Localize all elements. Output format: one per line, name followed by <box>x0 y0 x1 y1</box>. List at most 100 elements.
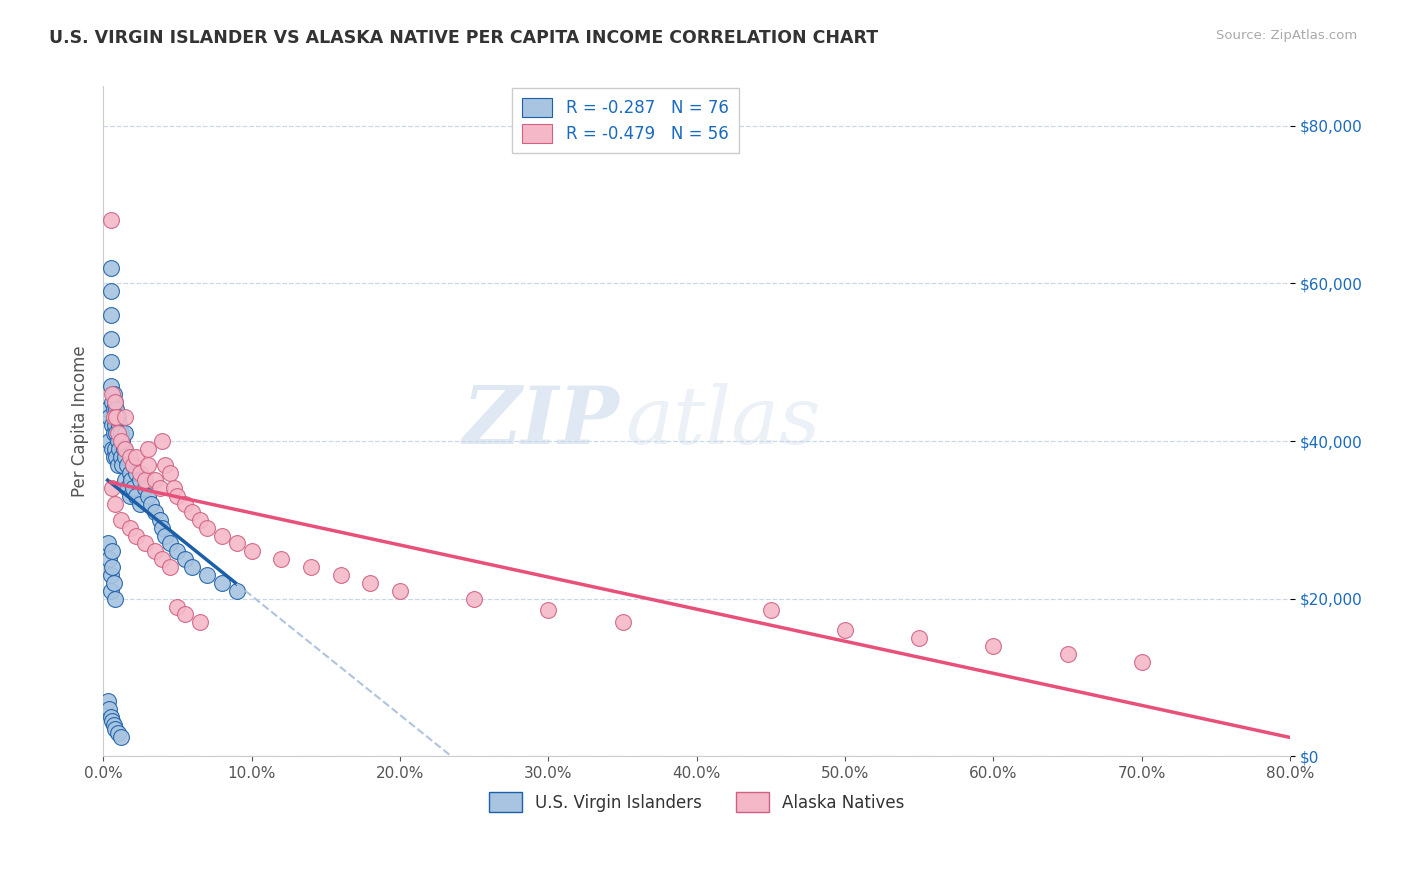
Point <box>173 607 195 622</box>
Point <box>110 426 132 441</box>
Point <box>104 722 127 736</box>
Point <box>105 426 128 441</box>
Point <box>159 560 181 574</box>
Y-axis label: Per Capita Income: Per Capita Income <box>72 345 89 497</box>
Point <box>152 552 174 566</box>
Legend: U.S. Virgin Islanders, Alaska Natives: U.S. Virgin Islanders, Alaska Natives <box>479 782 915 822</box>
Point <box>107 410 129 425</box>
Point <box>612 615 634 630</box>
Point <box>148 513 170 527</box>
Point <box>225 583 247 598</box>
Point <box>118 450 141 464</box>
Point <box>105 410 128 425</box>
Point <box>329 568 352 582</box>
Point <box>121 458 143 472</box>
Text: atlas: atlas <box>626 383 821 460</box>
Point <box>103 386 125 401</box>
Point <box>110 730 132 744</box>
Point <box>136 458 159 472</box>
Point <box>225 536 247 550</box>
Point <box>114 442 136 456</box>
Point <box>114 410 136 425</box>
Point <box>107 458 129 472</box>
Point <box>101 544 124 558</box>
Point <box>101 394 124 409</box>
Point <box>240 544 263 558</box>
Point <box>188 615 211 630</box>
Point <box>103 426 125 441</box>
Point <box>100 285 122 299</box>
Point <box>118 521 141 535</box>
Point <box>108 442 131 456</box>
Point <box>166 489 188 503</box>
Point <box>759 603 782 617</box>
Point <box>101 418 124 433</box>
Point <box>181 560 204 574</box>
Point <box>134 474 156 488</box>
Point <box>983 639 1005 653</box>
Point <box>125 466 148 480</box>
Point <box>103 402 125 417</box>
Point <box>114 474 136 488</box>
Point <box>136 489 159 503</box>
Point <box>98 552 121 566</box>
Point <box>107 725 129 739</box>
Point <box>120 474 142 488</box>
Point <box>105 402 128 417</box>
Point <box>173 497 195 511</box>
Point <box>908 631 931 645</box>
Point <box>100 308 122 322</box>
Point <box>155 458 177 472</box>
Point <box>98 410 121 425</box>
Point <box>111 458 134 472</box>
Point <box>115 458 138 472</box>
Point <box>155 528 177 542</box>
Point <box>110 434 132 448</box>
Point <box>134 536 156 550</box>
Point <box>121 481 143 495</box>
Point <box>107 426 129 441</box>
Point <box>166 599 188 614</box>
Point <box>152 434 174 448</box>
Point <box>1056 647 1078 661</box>
Point <box>834 623 856 637</box>
Point <box>101 714 124 728</box>
Point <box>188 513 211 527</box>
Point <box>270 552 292 566</box>
Point <box>152 521 174 535</box>
Point <box>211 528 233 542</box>
Point <box>388 583 411 598</box>
Point <box>98 702 121 716</box>
Point <box>97 694 120 708</box>
Point <box>134 481 156 495</box>
Point <box>143 505 166 519</box>
Point <box>463 591 485 606</box>
Point <box>100 260 122 275</box>
Point <box>100 568 122 582</box>
Point <box>537 603 560 617</box>
Point <box>105 450 128 464</box>
Point <box>211 575 233 590</box>
Point <box>103 575 125 590</box>
Point <box>104 591 127 606</box>
Point <box>104 442 127 456</box>
Point <box>101 442 124 456</box>
Point <box>115 481 138 495</box>
Point <box>104 394 127 409</box>
Text: ZIP: ZIP <box>463 383 620 460</box>
Point <box>112 442 135 456</box>
Point <box>129 474 152 488</box>
Point <box>129 466 152 480</box>
Text: Source: ZipAtlas.com: Source: ZipAtlas.com <box>1216 29 1357 42</box>
Point <box>101 560 124 574</box>
Point <box>148 481 170 495</box>
Point <box>110 513 132 527</box>
Point <box>181 505 204 519</box>
Point <box>129 497 152 511</box>
Point <box>143 544 166 558</box>
Point <box>107 434 129 448</box>
Point <box>125 450 148 464</box>
Point <box>98 434 121 448</box>
Point <box>121 458 143 472</box>
Point <box>100 332 122 346</box>
